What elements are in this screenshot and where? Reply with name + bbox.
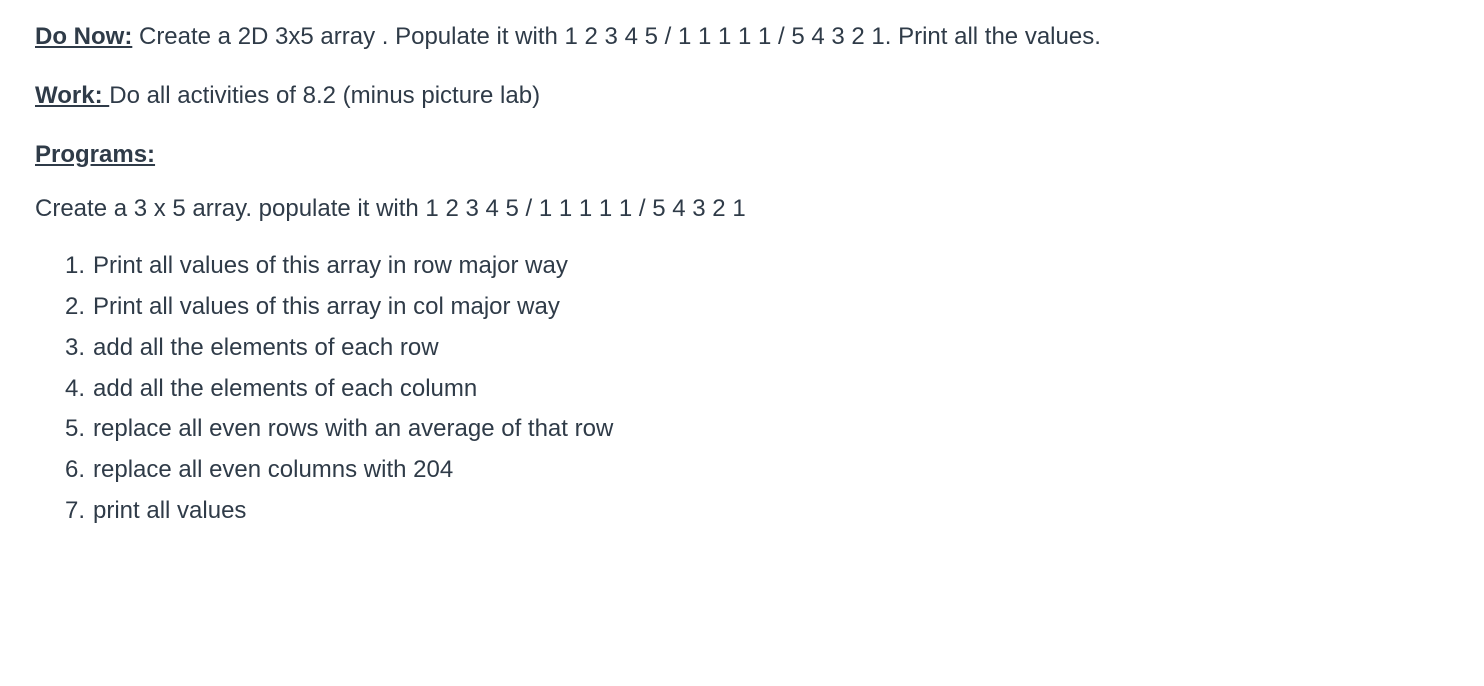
- do-now-label: Do Now:: [35, 23, 132, 50]
- programs-paragraph: Programs:: [35, 138, 1449, 173]
- list-item: replace all even rows with an average of…: [65, 412, 1449, 447]
- work-label: Work:: [35, 82, 109, 109]
- list-item: Print all values of this array in col ma…: [65, 290, 1449, 325]
- task-text: replace all even columns with 204: [93, 456, 453, 483]
- task-text: Print all values of this array in row ma…: [93, 252, 568, 279]
- task-text: replace all even rows with an average of…: [93, 415, 613, 442]
- instruction-paragraph: Create a 3 x 5 array. populate it with 1…: [35, 192, 1449, 227]
- task-text: add all the elements of each row: [93, 334, 439, 361]
- task-text: Print all values of this array in col ma…: [93, 293, 560, 320]
- task-text: print all values: [93, 497, 246, 524]
- list-item: print all values: [65, 494, 1449, 529]
- work-text: Do all activities of 8.2 (minus picture …: [109, 82, 540, 109]
- list-item: replace all even columns with 204: [65, 453, 1449, 488]
- list-item: Print all values of this array in row ma…: [65, 249, 1449, 284]
- list-item: add all the elements of each row: [65, 331, 1449, 366]
- do-now-paragraph: Do Now: Create a 2D 3x5 array . Populate…: [35, 20, 1449, 55]
- task-list: Print all values of this array in row ma…: [35, 249, 1449, 529]
- task-text: add all the elements of each column: [93, 375, 477, 402]
- list-item: add all the elements of each column: [65, 372, 1449, 407]
- work-paragraph: Work: Do all activities of 8.2 (minus pi…: [35, 79, 1449, 114]
- instruction-text: Create a 3 x 5 array. populate it with 1…: [35, 195, 746, 222]
- do-now-text: Create a 2D 3x5 array . Populate it with…: [132, 23, 1101, 50]
- programs-label: Programs:: [35, 141, 155, 168]
